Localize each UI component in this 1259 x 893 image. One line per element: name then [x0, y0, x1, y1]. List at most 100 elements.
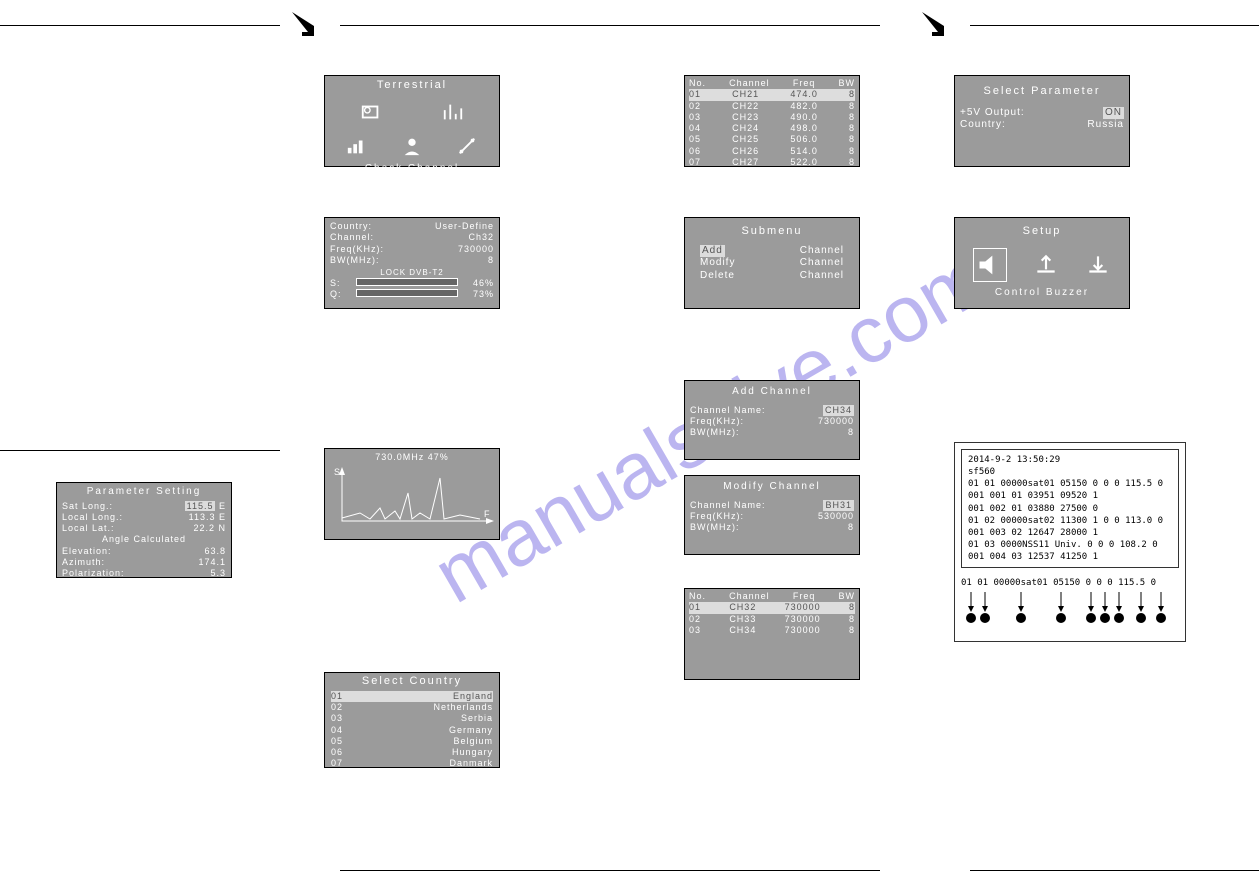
- line: 001 003 02 12647 28000 1: [968, 527, 1172, 539]
- title: Modify Channel: [690, 481, 854, 494]
- menu-item[interactable]: ModifyChannel: [700, 257, 844, 270]
- panel-channel-list-2: No.ChannelFreqBW 01CH32730000802CH337300…: [684, 588, 860, 680]
- cell: 8: [849, 602, 855, 613]
- cell: 02: [689, 614, 701, 625]
- cell: 730000: [785, 625, 821, 636]
- col: BW: [838, 78, 855, 89]
- unit: N: [219, 523, 227, 533]
- value: User-Define: [435, 221, 494, 232]
- row: Channel:Ch32: [330, 232, 494, 243]
- list-item[interactable]: 06Hungary: [331, 747, 493, 758]
- value: 113.3: [189, 512, 216, 522]
- label: +5V Output:: [960, 107, 1025, 120]
- table-row[interactable]: 04CH24498.08: [689, 123, 855, 134]
- speaker-icon[interactable]: [973, 248, 1007, 282]
- annot-line: 01 01 00000sat01 05150 0 0 0 115.5 0: [961, 578, 1179, 588]
- data-dump-box: 2014-9-2 13:50:29sf56001 01 00000sat01 0…: [954, 442, 1186, 642]
- panel-parameter-setting: Parameter Setting Sat Long.:115.5 ELocal…: [56, 482, 232, 578]
- value: 8: [848, 522, 854, 533]
- table-row[interactable]: 03CH23490.08: [689, 112, 855, 123]
- list-item[interactable]: 03Serbia: [331, 713, 493, 724]
- num: 02: [331, 702, 343, 713]
- list-item[interactable]: 07Danmark: [331, 758, 493, 769]
- value: 730000: [458, 244, 494, 255]
- tools-icon[interactable]: [456, 135, 478, 157]
- table-row[interactable]: 02CH22482.08: [689, 101, 855, 112]
- cell: 04: [689, 123, 701, 134]
- line: 001 004 03 12537 41250 1: [968, 551, 1172, 563]
- object: Channel: [800, 270, 844, 283]
- label: Channel:: [330, 232, 374, 243]
- cell: 8: [849, 146, 855, 157]
- cell: CH33: [729, 614, 756, 625]
- title: Terrestrial: [330, 79, 494, 93]
- f-axis: F: [484, 509, 491, 519]
- bar-track: [356, 289, 458, 297]
- table-row[interactable]: 03CH347300008: [689, 625, 855, 636]
- cell: 8: [849, 157, 855, 168]
- col: Freq: [793, 591, 816, 602]
- value: 8: [848, 427, 854, 438]
- table-row[interactable]: 02CH337300008: [689, 614, 855, 625]
- spectrum-chart: S F: [330, 463, 496, 529]
- chart-bar-icon[interactable]: [442, 101, 464, 123]
- panel-spectrum: 730.0MHz 47% S F: [324, 448, 500, 540]
- footer: Control Buzzer: [960, 287, 1124, 300]
- table-row[interactable]: 07CH27522.08: [689, 157, 855, 168]
- cell: 482.0: [790, 101, 818, 112]
- signal-icon[interactable]: [346, 135, 368, 157]
- label: S:: [330, 278, 341, 289]
- table-row[interactable]: 06CH26514.08: [689, 146, 855, 157]
- menu-item[interactable]: AddChannel: [700, 245, 844, 258]
- num: 06: [331, 747, 343, 758]
- value[interactable]: ON: [1103, 107, 1124, 120]
- table-row[interactable]: 01CH21474.08: [689, 89, 855, 100]
- value[interactable]: 115.5: [185, 501, 216, 511]
- user-icon[interactable]: [401, 135, 423, 157]
- num: 07: [331, 758, 343, 769]
- num: 04: [331, 725, 343, 736]
- logo-icon: [920, 8, 960, 38]
- row: Channel Name:CH34: [690, 405, 854, 416]
- s-axis: S: [334, 467, 341, 477]
- list-item[interactable]: 01England: [331, 691, 493, 702]
- line: 01 02 00000sat02 11300 1 0 0 113.0 0: [968, 515, 1172, 527]
- label: Channel Name:: [690, 500, 766, 511]
- value: 730000: [818, 416, 854, 427]
- menu-item[interactable]: DeleteChannel: [700, 270, 844, 283]
- line: 2014-9-2 13:50:29: [968, 454, 1172, 466]
- col: Freq: [793, 78, 816, 89]
- country: Germany: [449, 725, 493, 736]
- table-row[interactable]: 01CH327300008: [689, 602, 855, 613]
- row: Freq(KHz):530000: [690, 511, 854, 522]
- import-icon[interactable]: [1085, 252, 1111, 278]
- value[interactable]: BH31: [823, 500, 854, 511]
- cell: CH22: [732, 101, 759, 112]
- label: Polarization:: [62, 568, 125, 579]
- country: Belgium: [453, 736, 493, 747]
- cell: 514.0: [790, 146, 818, 157]
- cell: 8: [849, 101, 855, 112]
- object: Channel: [800, 257, 844, 270]
- cell: CH26: [732, 146, 759, 157]
- list-item[interactable]: 05Belgium: [331, 736, 493, 747]
- label: Country:: [330, 221, 372, 232]
- export-icon[interactable]: [1033, 252, 1059, 278]
- label: BW(MHz):: [330, 255, 380, 266]
- list-item[interactable]: 04 Germany: [331, 725, 493, 736]
- label: Freq(KHz):: [690, 416, 744, 427]
- list-item[interactable]: 02Netherlands: [331, 702, 493, 713]
- row: Azimuth:174.1: [62, 557, 226, 568]
- icon-row: [330, 95, 494, 129]
- table-row[interactable]: 05CH25506.08: [689, 134, 855, 145]
- panel-select-parameter: Select Parameter +5V Output:ONCountry:Ru…: [954, 75, 1130, 167]
- bar-track: [356, 278, 458, 286]
- search-tv-icon[interactable]: [360, 101, 382, 123]
- country: Serbia: [461, 713, 493, 724]
- label: BW(MHz):: [690, 427, 740, 438]
- cell: CH24: [732, 123, 759, 134]
- value[interactable]: CH34: [823, 405, 854, 416]
- spectrum-label: 730.0MHz 47%: [330, 452, 494, 463]
- value: 46%: [473, 278, 494, 289]
- label: Azimuth:: [62, 557, 105, 568]
